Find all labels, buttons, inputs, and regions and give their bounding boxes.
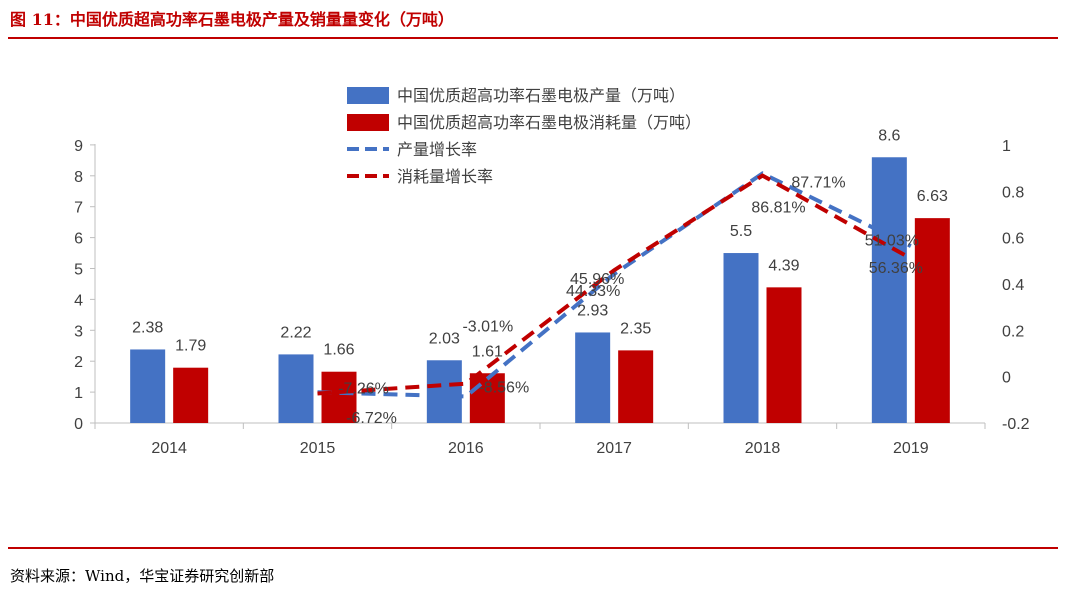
bar-2017-production bbox=[575, 332, 611, 423]
y-left-tick-label: 7 bbox=[74, 200, 83, 217]
data-labels: 2.38 2.22 2.03 2.93 5.5 8.6 1.79 1.66 1.61 2.35 4.… bbox=[132, 127, 948, 427]
y-left-tick-label: 0 bbox=[74, 416, 83, 433]
bar-2016-consumption bbox=[469, 373, 505, 423]
bar-value-label: 2.22 bbox=[280, 324, 311, 341]
legend-label: 消耗量增长率 bbox=[397, 168, 493, 186]
y-right-tick-label: 0.4 bbox=[1002, 277, 1024, 294]
y-right-tick-label: 0 bbox=[1002, 370, 1011, 387]
y-left-tick-label: 1 bbox=[74, 385, 83, 402]
growth-value-label: -8.56% bbox=[478, 379, 529, 396]
bar-2017-consumption bbox=[618, 350, 654, 423]
bar-value-label: 5.5 bbox=[730, 223, 752, 240]
bar-2019-consumption bbox=[914, 218, 950, 423]
growth-value-label: -3.01% bbox=[462, 319, 513, 336]
bar-2018-consumption bbox=[766, 287, 802, 423]
bar-2019-production bbox=[871, 157, 907, 423]
bar-series bbox=[130, 157, 950, 423]
y-right-tick-label: 0.2 bbox=[1002, 323, 1024, 340]
bar-value-label: 1.79 bbox=[175, 338, 206, 355]
bar-value-label: 2.35 bbox=[620, 320, 651, 337]
combo-chart: 0 1 2 3 4 5 6 7 8 9 -0.2 0 0.2 0.4 0.6 0.8 1 2014 2015 2016… bbox=[74, 87, 1030, 457]
y-right-tick-label: 0.6 bbox=[1002, 231, 1024, 248]
growth-value-label: 56.36% bbox=[869, 260, 923, 277]
bar-value-label: 2.03 bbox=[429, 330, 460, 347]
y-left-tick-label: 5 bbox=[74, 262, 83, 279]
legend-swatch bbox=[347, 114, 389, 131]
bar-value-label: 1.61 bbox=[472, 343, 503, 360]
bar-2016-production bbox=[426, 360, 462, 423]
y-left-tick-label: 4 bbox=[74, 292, 83, 309]
bar-2014-consumption bbox=[173, 367, 209, 423]
production-growth-line bbox=[317, 171, 912, 399]
legend-label: 中国优质超高功率石墨电极消耗量（万吨） bbox=[397, 114, 701, 132]
x-tick-label: 2016 bbox=[448, 440, 484, 457]
growth-value-label: -6.72% bbox=[346, 410, 397, 427]
chart-legend: 中国优质超高功率石墨电极产量（万吨） 中国优质超高功率石墨电极消耗量（万吨） 产量增… bbox=[347, 87, 701, 186]
legend-swatch bbox=[347, 87, 389, 104]
growth-value-label: 44.33% bbox=[566, 283, 620, 300]
bar-value-label: 2.38 bbox=[132, 319, 163, 336]
source-note: 资料来源：Wind，华宝证券研究创新部 bbox=[10, 567, 275, 585]
growth-lines bbox=[317, 171, 912, 399]
growth-value-label: 45.96% bbox=[570, 271, 624, 288]
footer-divider bbox=[8, 547, 1058, 549]
growth-value-label: 86.81% bbox=[751, 200, 805, 217]
y-left-tick-label: 3 bbox=[74, 323, 83, 340]
growth-value-label: 87.71% bbox=[791, 174, 845, 191]
y-left-tick-label: 6 bbox=[74, 231, 83, 248]
y-right-tick-label: 0.8 bbox=[1002, 184, 1024, 201]
x-tick-label: 2018 bbox=[745, 440, 781, 457]
x-tick-label: 2019 bbox=[893, 440, 929, 457]
x-tick-label: 2017 bbox=[596, 440, 632, 457]
legend-label: 产量增长率 bbox=[397, 141, 477, 159]
bar-value-label: 8.6 bbox=[878, 127, 900, 144]
title-divider bbox=[8, 37, 1058, 39]
y-right-tick-label: -0.2 bbox=[1002, 416, 1030, 433]
bar-value-label: 4.39 bbox=[768, 257, 799, 274]
y-left-tick-label: 9 bbox=[74, 138, 83, 155]
chart-axes: 0 1 2 3 4 5 6 7 8 9 -0.2 0 0.2 0.4 0.6 0.8 1 2014 2015 2016… bbox=[74, 138, 1030, 457]
chart-title: 图 11：中国优质超高功率石墨电极产量及销量量变化（万吨） bbox=[10, 10, 454, 29]
bar-value-label: 2.93 bbox=[577, 302, 608, 319]
bar-2018-production bbox=[723, 253, 759, 423]
bar-2015-production bbox=[278, 354, 314, 423]
bar-2014-production bbox=[130, 349, 166, 423]
x-tick-label: 2014 bbox=[151, 440, 187, 457]
bar-2015-consumption bbox=[321, 371, 357, 423]
bar-value-label: 6.63 bbox=[917, 188, 948, 205]
y-left-tick-label: 2 bbox=[74, 354, 83, 371]
growth-value-label: 51.03% bbox=[865, 232, 919, 249]
bar-value-label: 1.66 bbox=[323, 342, 354, 359]
legend-label: 中国优质超高功率石墨电极产量（万吨） bbox=[397, 87, 685, 105]
x-tick-label: 2015 bbox=[300, 440, 336, 457]
y-left-tick-label: 8 bbox=[74, 169, 83, 186]
y-right-tick-label: 1 bbox=[1002, 138, 1011, 155]
consumption-growth-line bbox=[317, 173, 912, 396]
growth-value-label: -7.26% bbox=[338, 380, 389, 397]
